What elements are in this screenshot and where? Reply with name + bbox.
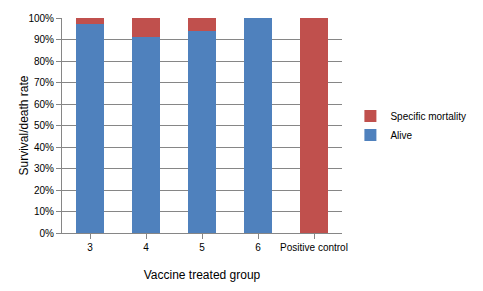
svg-text:100%: 100% <box>28 13 54 24</box>
svg-text:20%: 20% <box>34 185 54 196</box>
svg-text:Alive: Alive <box>390 130 412 141</box>
svg-text:3: 3 <box>87 242 93 253</box>
svg-text:50%: 50% <box>34 120 54 131</box>
svg-text:Specific mortality: Specific mortality <box>390 111 466 122</box>
svg-text:Positive control: Positive control <box>280 242 348 253</box>
svg-text:4: 4 <box>143 242 149 253</box>
svg-text:0%: 0% <box>40 228 55 239</box>
svg-text:80%: 80% <box>34 56 54 67</box>
svg-text:30%: 30% <box>34 163 54 174</box>
svg-text:60%: 60% <box>34 99 54 110</box>
svg-text:90%: 90% <box>34 34 54 45</box>
svg-text:Vaccine treated group: Vaccine treated group <box>144 268 261 282</box>
svg-text:10%: 10% <box>34 206 54 217</box>
svg-text:70%: 70% <box>34 77 54 88</box>
svg-text:Survival/death rate: Survival/death rate <box>17 75 31 175</box>
svg-text:40%: 40% <box>34 142 54 153</box>
svg-text:6: 6 <box>255 242 261 253</box>
svg-text:5: 5 <box>199 242 205 253</box>
